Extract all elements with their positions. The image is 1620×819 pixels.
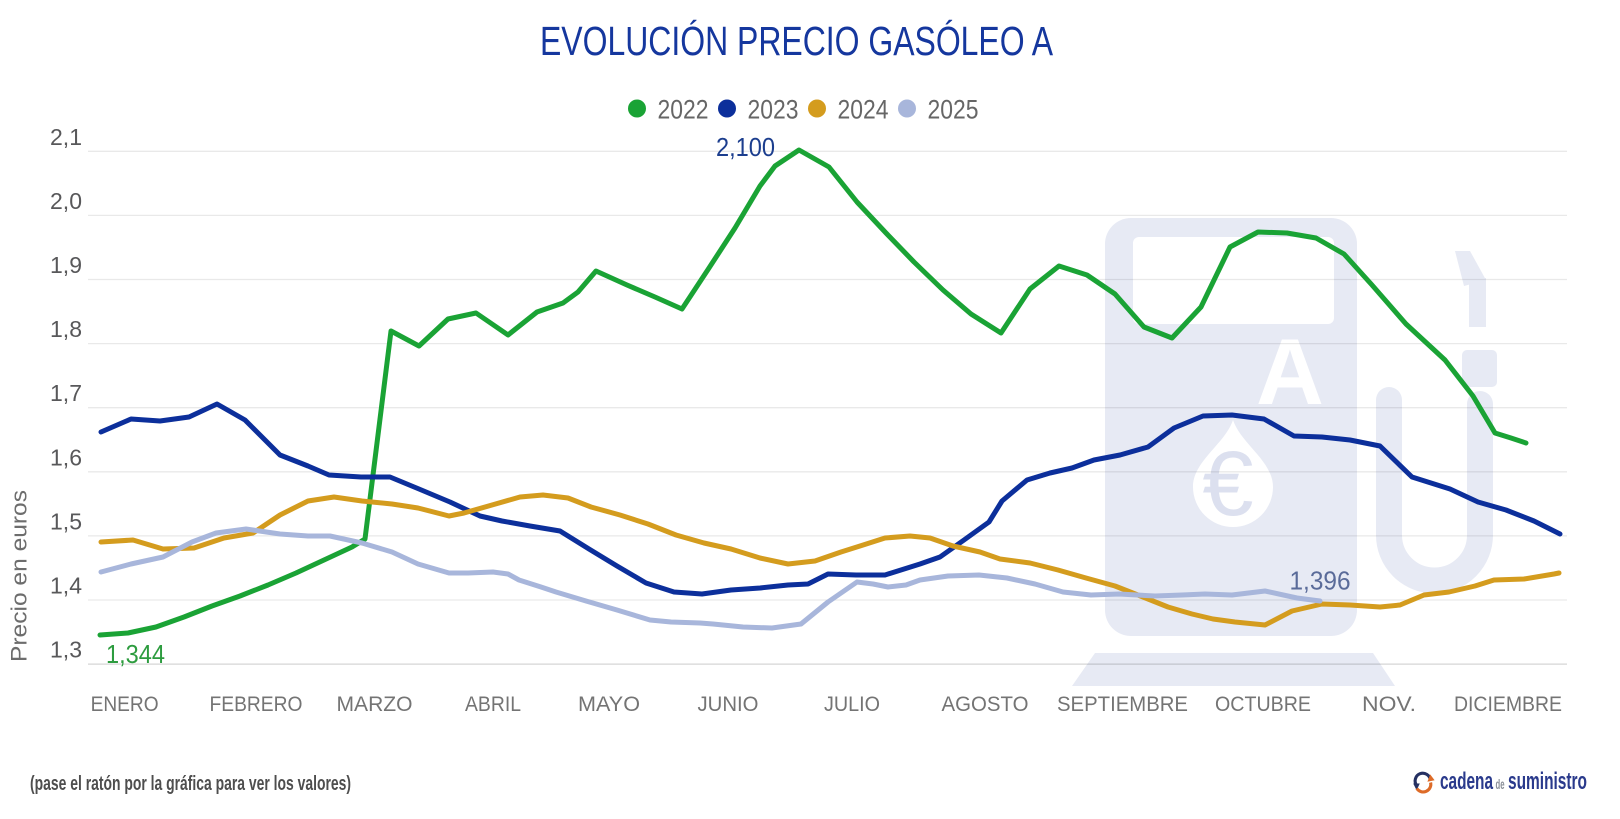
svg-text:JULIO: JULIO [824,693,880,716]
svg-text:de: de [1496,776,1505,792]
svg-text:2,0: 2,0 [50,188,82,214]
svg-text:2023: 2023 [748,95,799,125]
svg-text:DICIEMBRE: DICIEMBRE [1454,693,1562,716]
svg-text:2,100: 2,100 [716,134,775,162]
svg-text:NOV.: NOV. [1362,693,1416,716]
svg-text:1,9: 1,9 [50,252,82,278]
svg-text:ABRIL: ABRIL [465,693,521,716]
svg-text:ENERO: ENERO [91,693,159,716]
svg-text:1,344: 1,344 [106,641,165,669]
svg-text:1,5: 1,5 [50,508,82,534]
svg-text:OCTUBRE: OCTUBRE [1215,693,1311,716]
svg-text:1,6: 1,6 [50,444,82,470]
svg-text:1,4: 1,4 [50,573,82,599]
svg-text:2,1: 2,1 [50,124,82,150]
svg-text:€: € [1202,433,1253,535]
svg-text:cadena: cadena [1440,768,1493,795]
svg-text:AGOSTO: AGOSTO [942,693,1029,716]
svg-text:1,396: 1,396 [1290,568,1351,596]
svg-text:1,3: 1,3 [50,637,82,663]
svg-text:A: A [1256,319,1324,424]
svg-text:1,8: 1,8 [50,316,82,342]
svg-text:MARZO: MARZO [337,693,413,716]
svg-text:JUNIO: JUNIO [698,693,759,716]
svg-text:2024: 2024 [838,95,889,125]
svg-text:Precio en euros: Precio en euros [7,490,32,662]
svg-text:(pase el ratón por la gráfica: (pase el ratón por la gráfica para ver l… [30,773,351,795]
svg-text:suministro: suministro [1508,768,1587,795]
svg-text:EVOLUCIÓN PRECIO GASÓLEO A: EVOLUCIÓN PRECIO GASÓLEO A [540,18,1054,64]
svg-text:SEPTIEMBRE: SEPTIEMBRE [1057,693,1188,716]
svg-text:1,7: 1,7 [50,380,82,406]
svg-text:2025: 2025 [928,95,979,125]
svg-text:2022: 2022 [658,95,709,125]
svg-text:FEBRERO: FEBRERO [210,693,303,716]
svg-text:MAYO: MAYO [578,693,640,716]
